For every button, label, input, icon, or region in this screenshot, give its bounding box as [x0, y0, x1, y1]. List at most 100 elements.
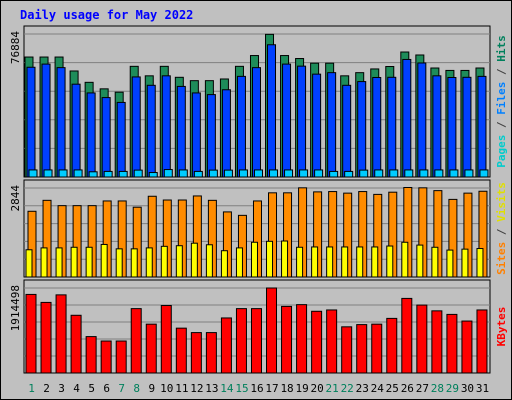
bar-sites-day-27 [416, 244, 424, 278]
day-label-13: 13 [205, 382, 218, 395]
day-label-30: 30 [461, 382, 474, 395]
bar-kbytes-day-20 [311, 310, 323, 374]
bar-kbytes-day-12 [190, 332, 202, 374]
bar-kbytes-day-4 [70, 314, 82, 374]
bar-sites-day-3 [55, 247, 63, 278]
bar-pages-day-22 [344, 170, 354, 178]
bar-kbytes-day-5 [85, 336, 97, 374]
day-label-5: 5 [88, 382, 95, 395]
bar-files-day-10 [161, 75, 171, 178]
day-label-12: 12 [190, 382, 203, 395]
series-label-part: Hits [495, 35, 508, 62]
bar-sites-day-15 [235, 247, 243, 278]
bar-pages-day-25 [389, 169, 399, 178]
bar-pages-day-11 [178, 169, 188, 178]
bar-sites-day-10 [160, 245, 168, 278]
bar-files-day-23 [357, 81, 367, 178]
day-label-22: 22 [341, 382, 354, 395]
bar-pages-day-18 [284, 169, 294, 178]
bar-kbytes-day-10 [160, 305, 172, 374]
bar-sites-day-13 [205, 244, 213, 278]
bar-sites-day-9 [145, 247, 153, 278]
bar-kbytes-day-19 [296, 304, 308, 374]
day-label-6: 6 [103, 382, 110, 395]
day-label-15: 15 [235, 382, 248, 395]
day-label-1: 1 [28, 382, 35, 395]
bar-kbytes-day-28 [431, 310, 443, 374]
bar-sites-day-1 [25, 249, 33, 278]
bar-files-day-24 [372, 76, 382, 178]
bar-pages-day-3 [58, 169, 68, 178]
bar-pages-day-31 [479, 169, 489, 178]
bar-pages-day-30 [464, 169, 474, 178]
bar-sites-day-24 [371, 246, 379, 278]
bar-files-day-5 [86, 92, 96, 178]
bar-pages-day-1 [28, 169, 38, 178]
bar-pages-day-24 [374, 169, 384, 178]
bar-pages-day-15 [238, 169, 248, 178]
bar-sites-day-2 [40, 247, 48, 278]
chart-title: Daily usage for May 2022 [20, 8, 194, 22]
bar-pages-day-5 [88, 171, 98, 178]
series-label-part: Files [495, 82, 508, 115]
day-label-18: 18 [280, 382, 293, 395]
bar-pages-day-27 [419, 169, 429, 178]
bar-sites-day-12 [190, 242, 198, 278]
bar-sites-day-18 [281, 240, 289, 278]
bar-kbytes-day-26 [401, 297, 413, 374]
bar-sites-day-7 [115, 248, 123, 278]
bar-pages-day-4 [73, 169, 83, 178]
bar-pages-day-17 [269, 169, 279, 178]
day-label-3: 3 [58, 382, 65, 395]
bar-files-day-30 [462, 76, 472, 178]
bar-files-day-2 [41, 63, 51, 178]
day-label-11: 11 [175, 382, 188, 395]
series-label-part: / [495, 222, 508, 242]
bar-sites-day-17 [266, 240, 274, 278]
bar-pages-day-10 [163, 169, 173, 178]
bar-kbytes-day-25 [386, 317, 398, 374]
bar-kbytes-day-24 [371, 323, 383, 374]
bar-sites-day-29 [446, 249, 454, 278]
series-label-kbytes: KBytes [495, 307, 508, 347]
bar-files-day-15 [236, 75, 246, 178]
bar-sites-day-23 [356, 246, 364, 278]
day-label-27: 27 [416, 382, 429, 395]
bar-kbytes-day-3 [55, 294, 67, 374]
day-label-28: 28 [431, 382, 444, 395]
bar-pages-day-19 [299, 169, 309, 178]
day-label-14: 14 [220, 382, 234, 395]
bar-pages-day-12 [193, 170, 203, 178]
bar-sites-day-20 [311, 246, 319, 278]
bar-sites-day-5 [85, 246, 93, 278]
bar-sites-day-14 [220, 250, 228, 278]
day-label-17: 17 [265, 382, 278, 395]
bar-files-day-22 [342, 84, 352, 178]
ymax-label: 76884 [9, 31, 22, 64]
bar-files-day-14 [221, 89, 231, 178]
bar-kbytes-day-17 [266, 287, 278, 374]
bar-files-day-31 [477, 75, 487, 178]
bar-sites-day-26 [401, 241, 409, 278]
bar-sites-day-8 [130, 248, 138, 278]
day-label-24: 24 [371, 382, 385, 395]
bar-sites-day-11 [175, 245, 183, 278]
bar-kbytes-day-6 [100, 340, 112, 374]
bar-pages-day-26 [404, 169, 414, 178]
bar-files-day-1 [26, 66, 36, 178]
series-label-part: Visits [495, 182, 508, 222]
bar-kbytes-day-9 [145, 323, 157, 374]
bar-files-day-6 [101, 97, 111, 178]
bar-files-day-9 [146, 84, 156, 178]
series-label-part: / [495, 115, 508, 135]
ymax-label: 1914498 [9, 285, 22, 331]
ymax-label: 2844 [9, 185, 22, 212]
bar-pages-day-14 [223, 169, 233, 178]
bar-files-day-7 [116, 101, 126, 178]
series-label-part: Pages [495, 135, 508, 168]
series-label-part: KBytes [495, 307, 508, 347]
day-label-19: 19 [295, 382, 308, 395]
day-label-16: 16 [250, 382, 263, 395]
day-label-2: 2 [43, 382, 50, 395]
